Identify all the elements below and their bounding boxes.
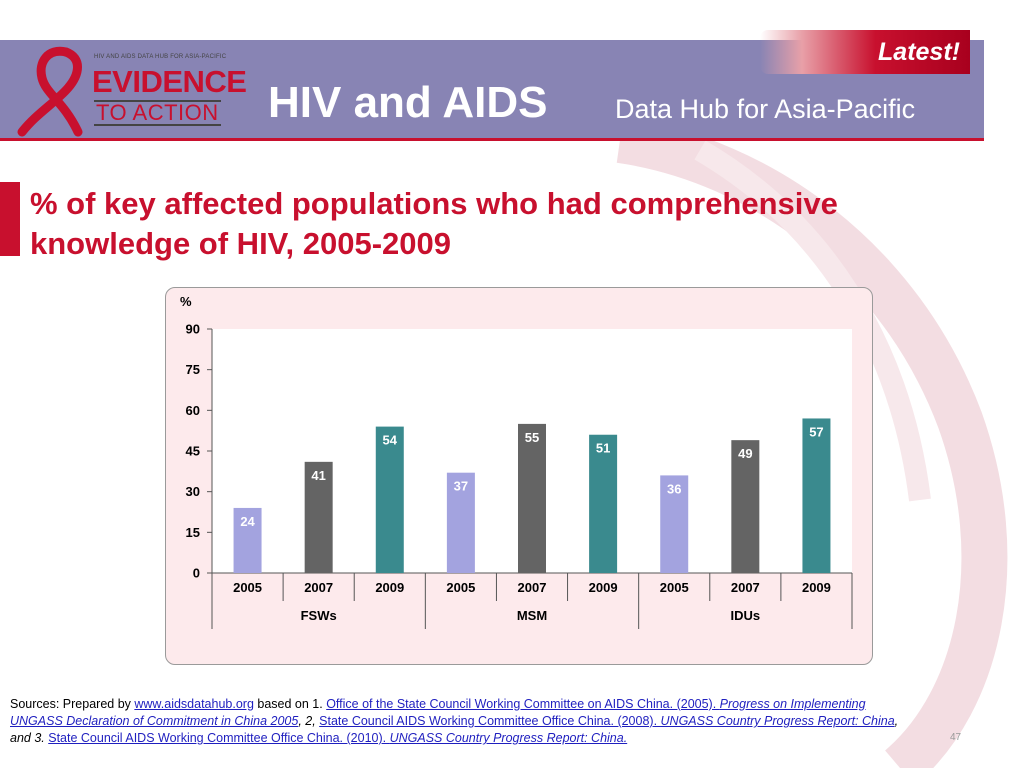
bar-value-label: 36 (667, 481, 681, 496)
sources-sep-3: , and 3. (10, 714, 899, 745)
source-1-org-link[interactable]: Office of the State Council Working Comm… (326, 697, 720, 711)
bar-value-label: 54 (383, 433, 398, 448)
bar-value-label: 41 (311, 468, 325, 483)
header-title-sub: Data Hub for Asia-Pacific (615, 94, 916, 124)
x-group-label: MSM (517, 608, 547, 623)
logo-to-action-text: TO ACTION (94, 100, 221, 126)
chart-panel: % 0 15 30 45 60 75 90 24 2005 41 2007 54 2009 37 2005 55… (165, 287, 873, 665)
latest-label: Latest! (878, 38, 960, 66)
x-category-label: 2009 (375, 580, 404, 595)
bar-value-label: 55 (525, 430, 539, 445)
logo-hub-line: HIV AND AIDS DATA HUB FOR ASIA-PACIFIC (94, 54, 227, 60)
bar-value-label: 37 (454, 479, 468, 494)
x-category-label: 2005 (446, 580, 475, 595)
y-tick-label: 45 (186, 444, 200, 459)
x-category-label: 2009 (589, 580, 618, 595)
y-tick-label: 30 (186, 484, 200, 499)
bar-value-label: 49 (738, 446, 752, 461)
sources-note: Sources: Prepared by www.aidsdatahub.org… (10, 696, 915, 747)
bar (802, 418, 831, 573)
bar (233, 507, 262, 573)
bar (731, 440, 760, 573)
y-tick-label: 15 (186, 525, 200, 540)
y-tick-label: 60 (186, 403, 200, 418)
x-category-label: 2005 (233, 580, 262, 595)
title-accent-bar (0, 182, 20, 256)
evidence-to-action-logo: HIV AND AIDS DATA HUB FOR ASIA-PACIFIC E… (8, 44, 248, 138)
source-2-title-link[interactable]: UNGASS Country Progress Report: China (660, 714, 895, 728)
slide-title: % of key affected populations who had co… (30, 186, 838, 261)
x-category-label: 2005 (660, 580, 689, 595)
y-tick-label: 0 (193, 566, 200, 581)
sources-prefix: Sources: Prepared by (10, 697, 135, 711)
bar (518, 423, 546, 573)
aidsdatahub-link[interactable]: www.aidsdatahub.org (134, 697, 254, 711)
sources-based-on: based on 1. (253, 697, 327, 711)
bar-value-label: 57 (809, 424, 823, 439)
page-number: 47 (950, 732, 962, 743)
x-group-label: FSWs (301, 608, 337, 623)
sources-sep-2: , 2, (298, 714, 320, 728)
x-category-label: 2007 (731, 580, 760, 595)
y-axis-label: % (180, 294, 192, 309)
bar (589, 434, 618, 573)
source-1-title-link[interactable]: Progress on Implementing UNGASS Declarat… (10, 697, 866, 728)
x-category-label: 2009 (802, 580, 831, 595)
bar (304, 461, 333, 573)
header-title-main: HIV and AIDS (268, 78, 548, 127)
bar-chart: % 0 15 30 45 60 75 90 24 2005 41 2007 54 2009 37 2005 55… (180, 294, 853, 629)
x-group-label: IDUs (731, 608, 761, 623)
logo-evidence-text: EVIDENCE (92, 64, 247, 99)
red-ribbon-icon (17, 46, 83, 137)
latest-badge: Latest! (760, 30, 970, 74)
x-category-label: 2007 (518, 580, 547, 595)
x-category-label: 2007 (304, 580, 333, 595)
bar (446, 472, 475, 573)
bar (660, 475, 689, 573)
bar-value-label: 24 (240, 514, 255, 529)
source-3-org-link[interactable]: State Council AIDS Working Committee Off… (48, 731, 390, 745)
bar (375, 426, 404, 573)
y-tick-label: 90 (186, 322, 200, 337)
y-tick-label: 75 (186, 362, 200, 377)
bar-value-label: 51 (596, 441, 610, 456)
source-2-org-link[interactable]: State Council AIDS Working Committee Off… (319, 714, 661, 728)
source-3-title-link[interactable]: UNGASS Country Progress Report: China. (389, 731, 628, 745)
